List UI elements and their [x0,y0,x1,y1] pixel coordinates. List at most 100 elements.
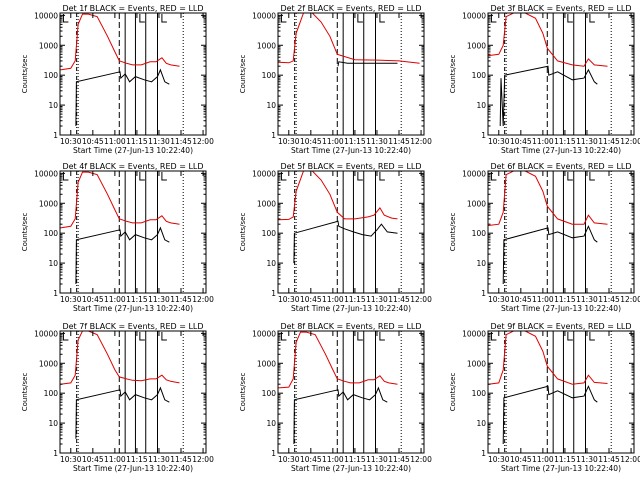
flag-marker [589,14,595,23]
x-tick-label: 11:30 [576,455,598,464]
x-axis-label: Start Time (27-Jun-13 10:22:40) [501,304,621,313]
x-tick-label: 10:45 [510,137,532,146]
plot-frame [59,330,207,454]
x-tick-label: 11:15 [554,455,576,464]
y-tick-label: 1000 [467,359,486,368]
panel-5: 1 10 100 1000 10000 10:30 10:45 11:00 11:15 11:30… [239,162,432,313]
y-tick-label: 10000 [252,329,276,338]
panel-title: Det 8f BLACK = Events, RED = LLD [280,322,421,331]
panel-title: Det 4f BLACK = Events, RED = LLD [62,162,203,171]
x-tick-label: 12:00 [410,137,432,146]
events-series-line [499,65,598,127]
x-tick-label: 11:15 [344,137,366,146]
panel-title: Det 6f BLACK = Events, RED = LLD [490,162,631,171]
x-tick-label: 11:15 [554,295,576,304]
y-axis-label: Counts/sec [449,373,457,412]
x-tick-label: 11:00 [532,137,554,146]
x-tick-label: 11:00 [322,137,344,146]
lld-series-line [60,13,180,71]
plot-frame [59,170,207,294]
panel-9: 1 10 100 1000 10000 10:30 10:45 11:00 11:15 11:30… [449,322,640,473]
x-tick-label: 10:30 [278,295,300,304]
flag-marker [567,14,573,23]
flag-marker [567,172,573,181]
x-tick-label: 11:30 [576,137,598,146]
y-tick-label: 10 [476,419,486,428]
lld-series-line [60,171,180,229]
x-tick-label: 11:30 [366,137,388,146]
panel-2: 1 10 100 1000 10000 10:30 10:45 11:00 11:15 11:30… [239,4,432,155]
x-tick-label: 12:00 [620,455,640,464]
y-tick-label: 10000 [462,11,486,20]
events-series-line [75,386,170,439]
flag-marker [567,332,573,341]
y-tick-label: 1000 [257,199,276,208]
x-tick-label: 11:30 [148,455,170,464]
flag-marker [357,332,363,341]
x-axis-label: Start Time (27-Jun-13 10:22:40) [501,464,621,473]
panel-title: Det 2f BLACK = Events, RED = LLD [280,4,421,13]
panel-title: Det 7f BLACK = Events, RED = LLD [62,322,203,331]
x-axis-label: Start Time (27-Jun-13 10:22:40) [73,146,193,155]
y-tick-label: 100 [472,229,487,238]
x-tick-label: 10:30 [60,295,82,304]
plot-frame [487,170,635,294]
x-tick-label: 10:30 [488,137,510,146]
panel-8: 1 10 100 1000 10000 10:30 10:45 11:00 11:15 11:30… [239,322,432,473]
y-tick-label: 10000 [34,329,58,338]
y-tick-label: 10 [266,101,276,110]
panel-4: 1 10 100 1000 10000 10:30 10:45 11:00 11:15 11:30… [21,162,214,313]
x-tick-label: 11:45 [598,295,620,304]
x-tick-label: 12:00 [620,137,640,146]
x-tick-label: 11:45 [388,137,410,146]
x-tick-label: 11:45 [170,137,192,146]
y-tick-label: 1 [481,449,486,458]
y-tick-label: 1 [53,131,58,140]
panel-title: Det 3f BLACK = Events, RED = LLD [490,4,631,13]
y-tick-label: 10 [266,259,276,268]
panel-title: Det 9f BLACK = Events, RED = LLD [490,322,631,331]
flag-marker [62,172,69,181]
y-tick-label: 100 [44,389,59,398]
y-tick-label: 10000 [252,11,276,20]
y-tick-label: 10000 [252,169,276,178]
y-tick-label: 1 [271,289,276,298]
x-tick-label: 11:45 [170,455,192,464]
flag-marker [139,332,145,341]
y-axis-label: Counts/sec [21,213,29,252]
x-tick-label: 11:15 [126,137,148,146]
x-tick-label: 11:00 [532,295,554,304]
x-tick-label: 10:45 [82,455,104,464]
x-tick-label: 12:00 [620,295,640,304]
flag-marker [280,332,287,341]
y-tick-label: 1 [481,289,486,298]
x-tick-label: 12:00 [192,455,214,464]
lld-series-line [488,170,608,226]
panel-3: 1 10 100 1000 10000 10:30 10:45 11:00 11:15 11:30… [449,4,640,155]
y-tick-label: 10000 [462,169,486,178]
events-series-line [75,68,170,127]
flag-marker [161,332,167,341]
x-tick-label: 11:30 [366,295,388,304]
x-tick-label: 11:00 [104,455,126,464]
y-axis-label: Counts/sec [239,55,247,94]
x-tick-label: 11:45 [388,295,410,304]
x-tick-label: 11:15 [126,455,148,464]
x-axis-label: Start Time (27-Jun-13 10:22:40) [291,146,411,155]
events-series-line [502,225,598,285]
x-tick-label: 11:00 [104,137,126,146]
y-tick-label: 1 [53,449,58,458]
x-axis-label: Start Time (27-Jun-13 10:22:40) [73,304,193,313]
plot-frame [487,12,635,136]
y-tick-label: 100 [262,229,277,238]
y-tick-label: 10000 [34,169,58,178]
flag-marker [139,14,145,23]
x-axis-label: Start Time (27-Jun-13 10:22:40) [73,464,193,473]
x-tick-label: 10:45 [510,455,532,464]
panel-title: Det 1f BLACK = Events, RED = LLD [62,4,203,13]
flag-marker [161,14,167,23]
x-tick-label: 11:15 [126,295,148,304]
plot-frame [277,12,425,136]
y-tick-label: 10000 [34,11,58,20]
flag-marker [62,332,69,341]
